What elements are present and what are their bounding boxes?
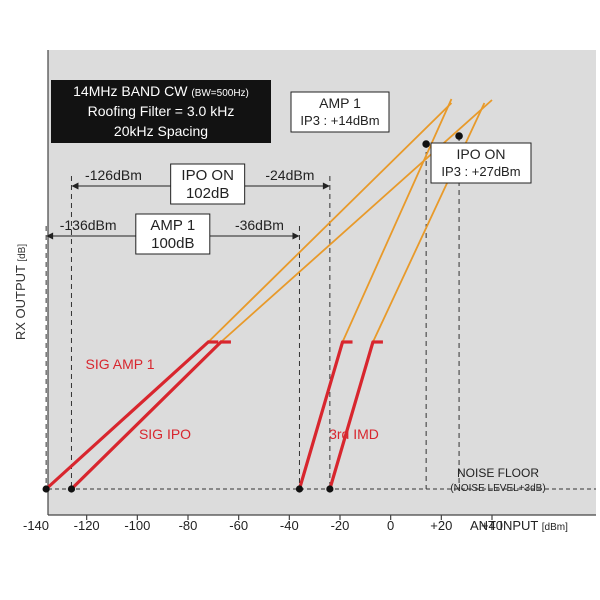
dr-value-box <box>170 163 246 205</box>
x-tick-label: 0 <box>387 518 394 533</box>
ip3-callout-title: IPO ON <box>456 146 505 162</box>
dr-box-line1: IPO ON <box>181 167 234 184</box>
noise-floor-point <box>67 485 76 493</box>
x-tick-label: -140 <box>23 518 49 533</box>
chart-title-line2: Roofing Filter = 3.0 kHz <box>88 103 235 119</box>
series-label-3rd-imd: 3rd IMD <box>329 426 379 442</box>
x-tick-label: +20 <box>430 518 452 533</box>
intercept-point <box>422 140 430 148</box>
title-box <box>51 80 271 143</box>
x-tick-label: -40 <box>280 518 299 533</box>
chart-title-line1: 14MHz BAND CW (BW=500Hz) <box>73 83 249 99</box>
series-label-sig-amp1: SIG AMP 1 <box>86 356 155 372</box>
series-line <box>297 340 345 491</box>
dr-to-label: -36dBm <box>235 217 284 233</box>
ip3-callout-value: IP3 : +14dBm <box>300 113 379 128</box>
x-tick-label: -80 <box>179 518 198 533</box>
dr-arrow-head-left <box>71 182 79 190</box>
dr-from-label: -136dBm <box>60 217 117 233</box>
x-axis-label: ANT INPUT [dBm] <box>470 518 568 533</box>
noise-floor-label: NOISE FLOOR <box>457 466 539 480</box>
dr-from-label: -126dBm <box>85 167 142 183</box>
noise-floor-sublabel: (NOISE LEVEL+3dB) <box>450 483 545 494</box>
y-axis-label: RX OUTPUT [dB] <box>13 244 28 341</box>
x-tick-label: -60 <box>229 518 248 533</box>
ip3-callout-title: AMP 1 <box>319 95 361 111</box>
series-line <box>44 340 210 491</box>
chart-title-line3: 20kHz Spacing <box>114 123 208 139</box>
ip3-callout-value: IP3 : +27dBm <box>441 164 520 179</box>
noise-floor-point <box>295 485 304 493</box>
dr-arrow-head-right <box>292 232 300 240</box>
series-line <box>69 340 223 491</box>
dr-value-box <box>135 213 211 255</box>
noise-floor-point <box>326 485 334 493</box>
series-line <box>328 340 375 491</box>
x-tick-label: -20 <box>331 518 350 533</box>
ip3-callout-box <box>290 91 390 133</box>
ip3-callout-box <box>430 142 532 184</box>
series-label-sig-ipo: SIG IPO <box>139 426 191 442</box>
extrapolation-line <box>220 99 493 343</box>
noise-floor-point <box>42 485 50 493</box>
extrapolation-line <box>207 102 453 343</box>
dr-arrow-head-right <box>322 182 330 190</box>
extrapolation-line <box>341 98 453 343</box>
x-tick-label: +40 <box>481 518 503 533</box>
x-tick-label: -100 <box>124 518 150 533</box>
dr-to-label: -24dBm <box>265 167 314 183</box>
dr-arrow-head-left <box>46 232 54 240</box>
dr-box-line2: 102dB <box>186 185 229 202</box>
intercept-point <box>455 132 463 140</box>
x-tick-label: -120 <box>74 518 100 533</box>
dr-box-line1: AMP 1 <box>150 217 195 234</box>
dr-box-line2: 100dB <box>151 235 194 252</box>
